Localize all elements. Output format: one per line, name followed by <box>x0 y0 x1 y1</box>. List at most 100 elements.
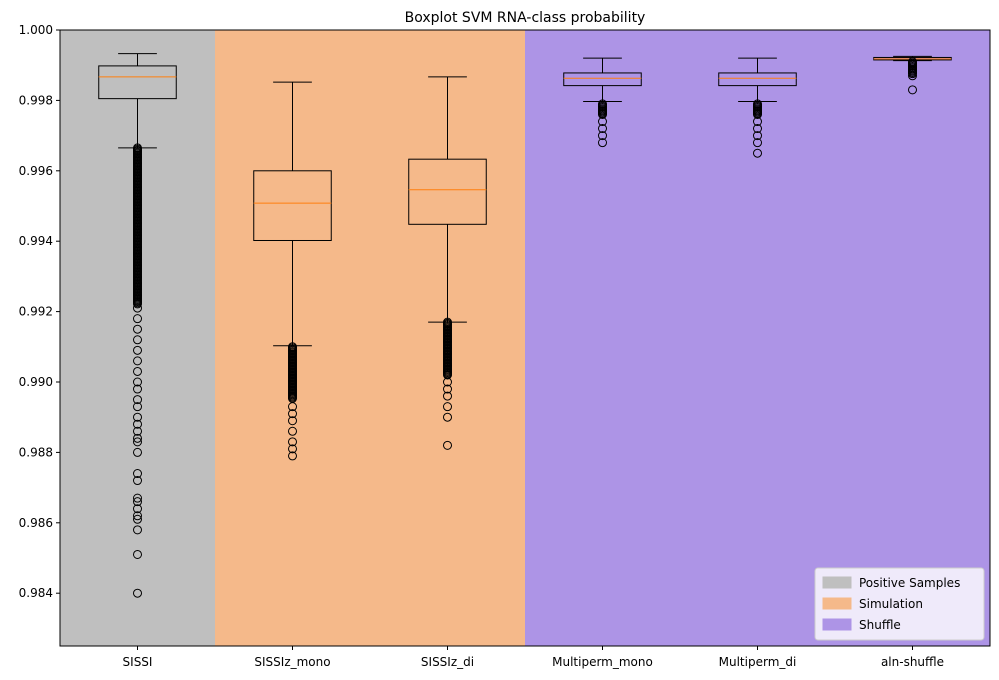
outlier-marker <box>133 437 142 447</box>
outlier-marker <box>443 384 452 394</box>
box-iqr <box>98 65 177 100</box>
outlier-marker <box>133 412 142 422</box>
outlier-marker <box>133 324 142 334</box>
outlier-marker <box>133 476 142 486</box>
outlier-marker <box>133 497 142 507</box>
outlier-marker <box>133 395 142 405</box>
outlier-marker <box>133 504 142 514</box>
outlier-marker <box>288 426 297 436</box>
outlier-marker <box>443 440 452 450</box>
x-tick-label: Multiperm_mono <box>552 655 653 669</box>
outlier-marker <box>753 117 762 127</box>
x-tick-label: SISSIz_di <box>421 655 474 669</box>
outlier-marker <box>133 299 142 309</box>
outlier-marker <box>908 85 917 95</box>
outlier-marker <box>443 377 452 387</box>
outlier-marker <box>753 124 762 134</box>
outlier-marker <box>753 131 762 141</box>
outlier-marker <box>133 419 142 429</box>
outlier-marker <box>753 106 762 116</box>
outlier-marker <box>133 511 142 521</box>
outlier-marker <box>133 402 142 412</box>
outlier-marker <box>288 451 297 461</box>
y-tick-label: 0.994 <box>19 234 53 248</box>
outlier-marker <box>288 409 297 419</box>
outlier-marker <box>598 106 607 116</box>
y-tick-label: 0.990 <box>19 375 53 389</box>
background-bands <box>60 30 990 646</box>
outlier-marker <box>133 493 142 503</box>
outlier-marker <box>288 444 297 454</box>
outlier-marker <box>598 109 607 119</box>
x-tick-label: SISSIz_mono <box>254 655 330 669</box>
outlier-marker <box>753 109 762 119</box>
outlier-marker <box>288 402 297 412</box>
outlier-marker <box>443 412 452 422</box>
legend: Positive Samples Simulation Shuffle <box>814 567 985 641</box>
outlier-marker <box>598 117 607 127</box>
outlier-marker <box>443 391 452 401</box>
outlier-marker <box>288 416 297 426</box>
chart-title: Boxplot SVM RNA-class probability <box>405 10 646 26</box>
outlier-marker <box>133 314 142 324</box>
y-tick-label: 0.986 <box>19 516 53 530</box>
legend-label-0: Positive Samples <box>859 576 960 590</box>
outlier-marker <box>133 469 142 479</box>
outlier-marker <box>908 69 917 79</box>
box-Multiperm_mono <box>563 57 642 148</box>
y-tick-label: 0.992 <box>19 305 53 319</box>
box-iqr <box>253 170 332 241</box>
legend-swatch-1 <box>822 597 852 610</box>
legend-swatch-0 <box>822 576 852 589</box>
x-tick-label: Multiperm_di <box>719 655 797 669</box>
outlier-marker <box>443 402 452 412</box>
outlier-marker <box>133 514 142 524</box>
outlier-marker <box>443 370 452 380</box>
outlier-marker <box>753 138 762 148</box>
outlier-marker <box>133 426 142 436</box>
x-tick-label: SISSI <box>123 655 153 669</box>
legend-label-1: Simulation <box>859 597 923 611</box>
outlier-marker <box>598 138 607 148</box>
axes <box>59 29 991 647</box>
outlier-marker <box>598 124 607 134</box>
box-Multiperm_di <box>718 57 797 158</box>
y-tick-label: 0.996 <box>19 164 53 178</box>
legend-box <box>814 567 985 641</box>
outlier-marker <box>908 71 917 81</box>
boxes <box>98 53 952 598</box>
legend-label-2: Shuffle <box>859 618 901 632</box>
outlier-marker <box>133 447 142 457</box>
band-1 <box>215 30 525 646</box>
outlier-marker <box>133 433 142 443</box>
outlier-marker <box>288 437 297 447</box>
outlier-marker <box>133 366 142 376</box>
outlier-marker <box>133 356 142 366</box>
x-tick-label: aln-shuffle <box>881 655 944 669</box>
legend-swatch-2 <box>822 618 852 631</box>
box-iqr <box>718 72 797 87</box>
y-tick-label: 1.000 <box>19 23 53 37</box>
band-2 <box>525 30 990 646</box>
outlier-marker <box>133 303 142 313</box>
box-iqr <box>563 72 642 87</box>
outlier-marker <box>133 377 142 387</box>
y-tick-label: 0.988 <box>19 445 53 459</box>
outlier-marker <box>133 525 142 535</box>
box-SISSI <box>98 53 177 598</box>
box-SISSIz_mono <box>253 81 332 461</box>
y-tick-label: 0.984 <box>19 586 53 600</box>
outlier-marker <box>753 148 762 158</box>
x-axis: SISSI SISSIz_mono SISSIz_di Multiperm_mono M… <box>123 646 944 669</box>
plot-frame <box>59 29 991 647</box>
y-axis: 0.984 0.986 0.988 0.990 0.992 0.994 0.996 0.998… <box>19 23 60 600</box>
outlier-marker <box>598 131 607 141</box>
outlier-marker <box>133 384 142 394</box>
box-SISSIz_di <box>408 76 487 450</box>
outlier-marker <box>133 345 142 355</box>
box-aln-shuffle <box>873 55 952 95</box>
y-tick-label: 0.998 <box>19 93 53 107</box>
outlier-marker <box>133 549 142 559</box>
outlier-marker <box>133 588 142 598</box>
